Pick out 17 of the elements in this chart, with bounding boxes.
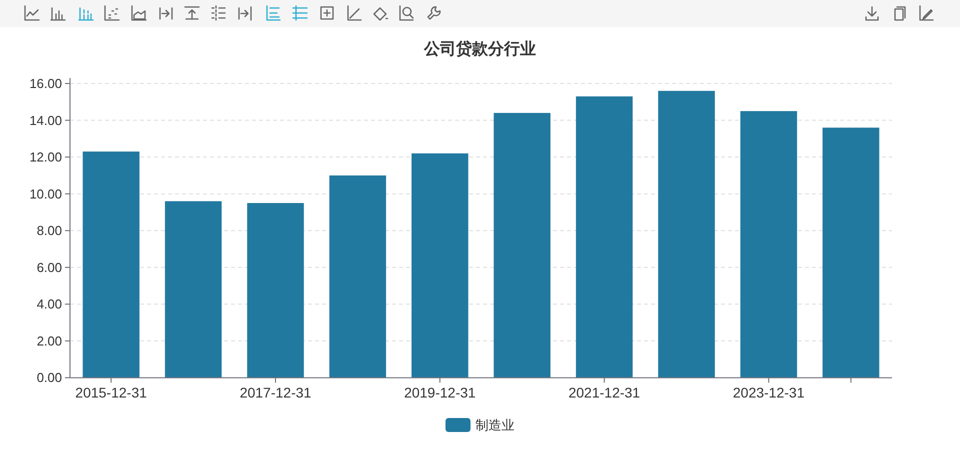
y-tick-label: 6.00 (36, 260, 62, 275)
x-tick-label: 2023-12-31 (732, 384, 805, 401)
y-tick-label: 0.00 (36, 370, 62, 386)
y-tick-label: 12.00 (29, 150, 62, 165)
legend-item: 制造业 (446, 418, 514, 432)
title: 公司贷款分行业 (424, 41, 536, 58)
x-tick-label: 2017-12-31 (240, 384, 312, 401)
x-tick-label: 2019-12-31 (404, 384, 476, 401)
y-tick-label: 2.00 (36, 333, 62, 348)
x-tick-label: 2021-12-31 (568, 384, 640, 401)
x-tick-label: 2015-12-31 (75, 384, 148, 401)
legend-label: 制造业 (476, 418, 514, 432)
y-tick-label: 8.00 (36, 223, 62, 238)
y-tick-label: 16.00 (29, 76, 62, 92)
y-tick-label: 4.00 (36, 296, 62, 312)
y-tick-label: 10.00 (29, 186, 62, 202)
y-tick-label: 14.00 (29, 112, 62, 128)
